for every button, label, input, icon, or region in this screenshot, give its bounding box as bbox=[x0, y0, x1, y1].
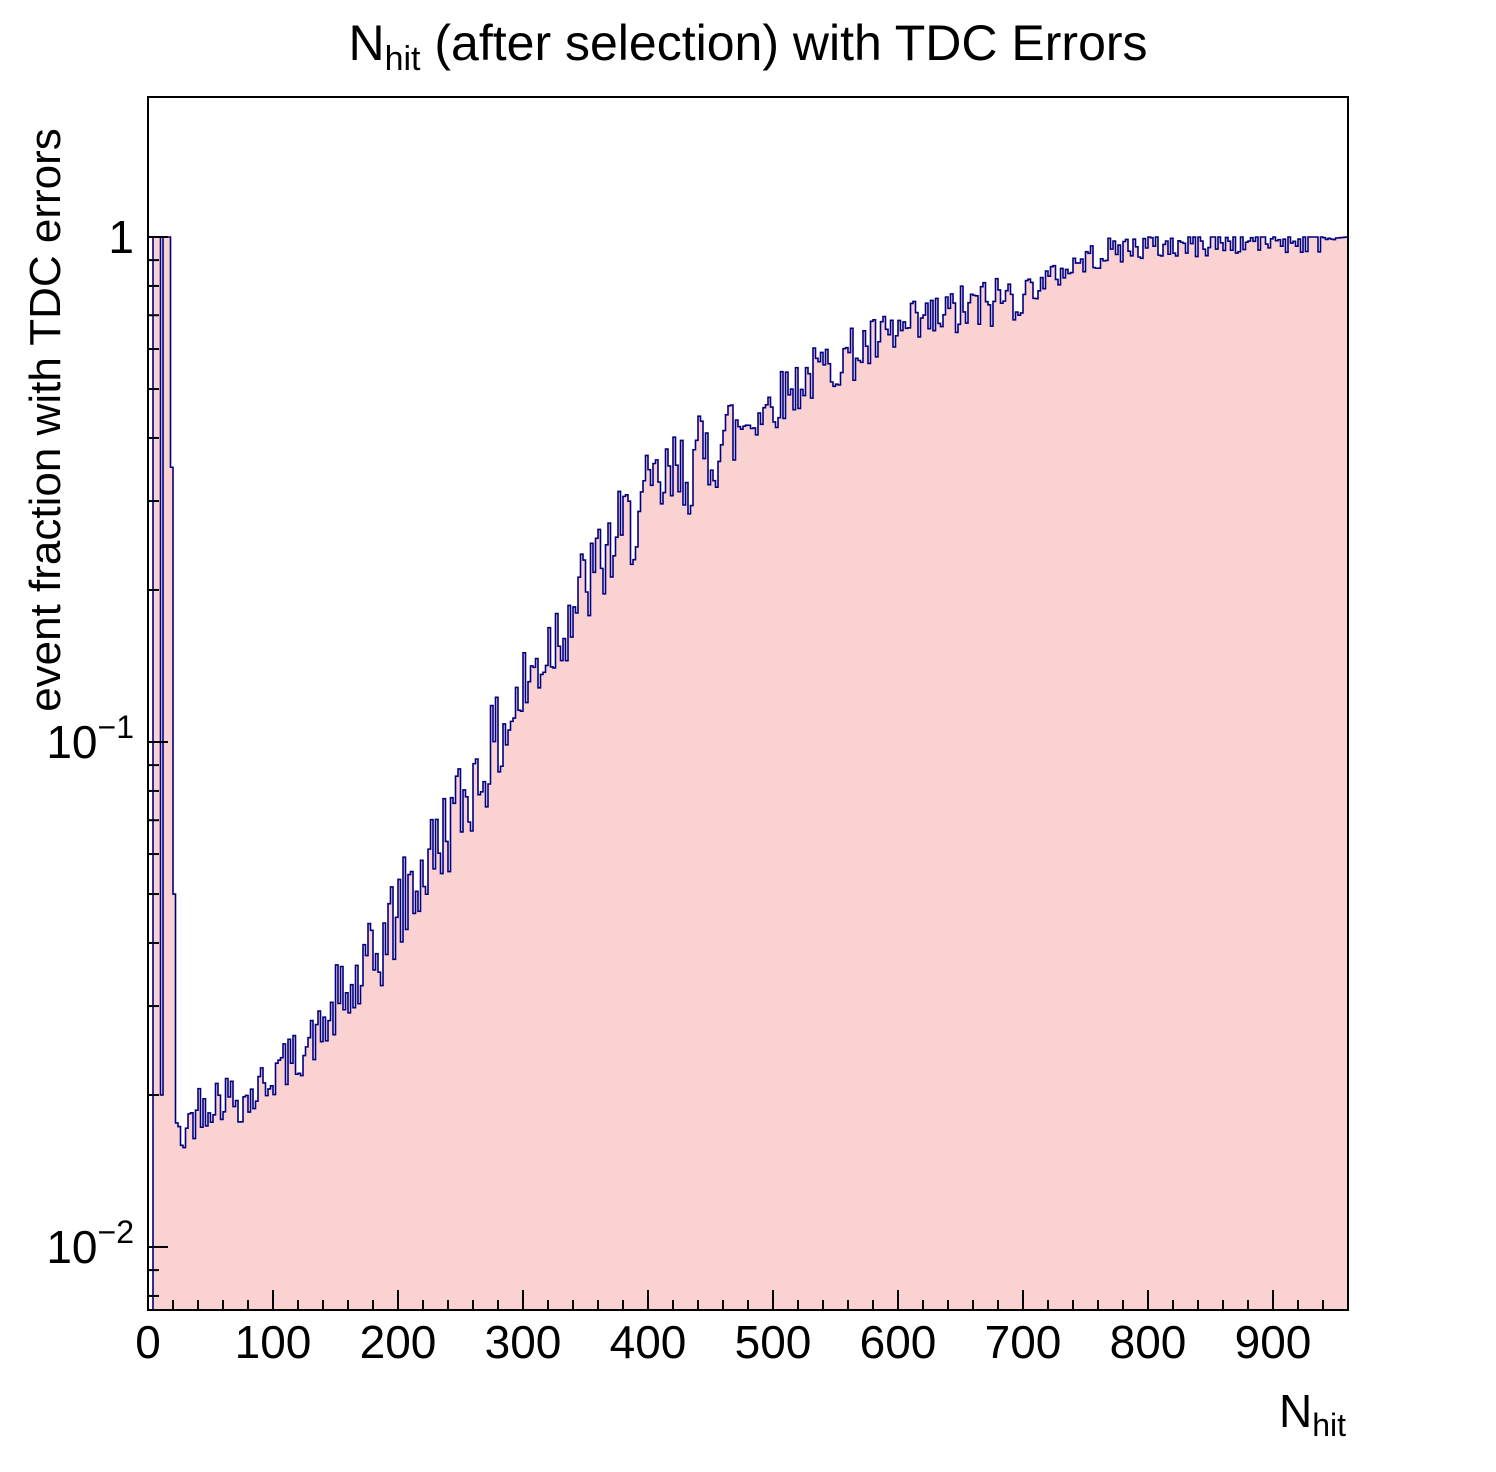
x-tick-label: 0 bbox=[135, 1316, 161, 1368]
plot-title: Nhit (after selection) with TDC Errors bbox=[0, 14, 1496, 78]
x-tick-label: 700 bbox=[985, 1316, 1062, 1368]
x-tick-label: 400 bbox=[610, 1316, 687, 1368]
histogram-fill bbox=[148, 237, 1348, 1310]
x-tick-label: 100 bbox=[235, 1316, 312, 1368]
x-tick-label: 300 bbox=[485, 1316, 562, 1368]
x-tick-label: 800 bbox=[1110, 1316, 1187, 1368]
x-tick-label: 200 bbox=[360, 1316, 437, 1368]
x-tick-label: 900 bbox=[1235, 1316, 1312, 1368]
plot-title-rest: (after selection) with TDC Errors bbox=[420, 15, 1148, 71]
x-axis-label-subscript: hit bbox=[1312, 1407, 1346, 1443]
y-tick-label: 10−2 bbox=[46, 1214, 134, 1273]
x-axis-label-pre: N bbox=[1278, 1385, 1313, 1437]
x-tick-label: 500 bbox=[735, 1316, 812, 1368]
x-tick-label: 600 bbox=[860, 1316, 937, 1368]
x-axis-label: Nhit bbox=[1278, 1384, 1346, 1443]
y-tick-label: 1 bbox=[108, 211, 134, 263]
histogram-line bbox=[148, 236, 1348, 1310]
plot-title-subscript: hit bbox=[384, 40, 421, 78]
y-tick-label: 10−1 bbox=[46, 709, 134, 768]
plot-title-pre: N bbox=[348, 15, 385, 71]
